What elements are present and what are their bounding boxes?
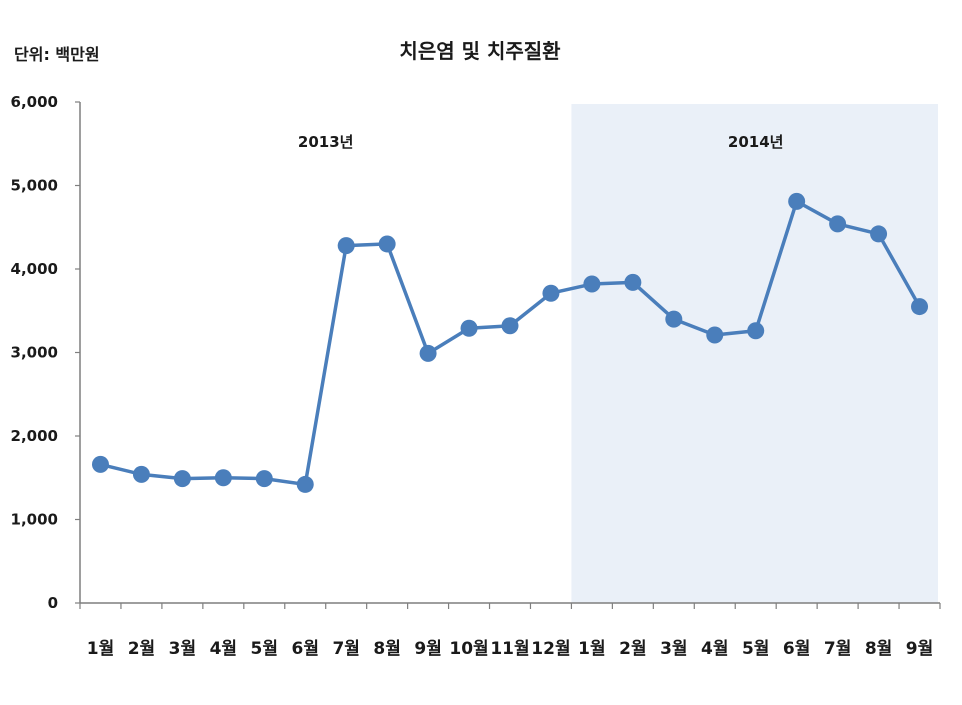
year-labels: 2013년 2014년 (298, 133, 784, 151)
x-tick-label: 2월 (128, 639, 155, 659)
y-tick-label: 3,000 (11, 344, 58, 362)
x-tick-labels: 1월 2월 3월 4월 5월 6월 7월 8월 9월 10월 11월 12월 1월 2월 3월 4월 5월 6월 7… (87, 639, 934, 659)
data-point (788, 192, 806, 210)
x-tick-label: 6월 (292, 639, 319, 659)
data-point (378, 235, 396, 253)
axes (75, 101, 941, 609)
x-tick-label: 1월 (578, 639, 605, 659)
data-point (665, 310, 683, 328)
unit-label: 단위: 백만원 (14, 45, 100, 64)
x-tick-label: 7월 (824, 639, 851, 659)
x-tick-label: 12월 (531, 639, 570, 659)
data-point (747, 322, 765, 340)
data-point (460, 319, 478, 337)
chart-title: 치은염 및 치주질환 (399, 39, 561, 63)
x-tick-label: 7월 (332, 639, 359, 659)
x-tick-label: 11월 (490, 639, 529, 659)
x-tick-label: 6월 (783, 639, 810, 659)
data-point (255, 470, 273, 488)
y-tick-label: 0 (48, 594, 58, 612)
data-point (870, 225, 888, 243)
data-point (296, 475, 314, 493)
x-tick-label: 4월 (701, 639, 728, 659)
data-point (132, 465, 150, 483)
y-tick-label: 2,000 (11, 427, 58, 445)
data-point (583, 275, 601, 293)
x-tick-label: 3월 (660, 639, 687, 659)
x-tick-label: 5월 (251, 639, 278, 659)
x-tick-label: 2월 (619, 639, 646, 659)
x-tick-label: 8월 (865, 639, 892, 659)
data-point (214, 469, 232, 487)
data-point (829, 215, 847, 233)
data-point (624, 273, 642, 291)
data-point (91, 455, 109, 473)
year-2014-shaded-region (571, 104, 938, 603)
x-tick-label: 9월 (414, 639, 441, 659)
x-tick-label: 10월 (449, 639, 488, 659)
x-tick-label: 4월 (210, 639, 237, 659)
data-point (706, 326, 724, 344)
data-point (542, 284, 560, 302)
y-tick-labels: 0 1,000 2,000 3,000 4,000 5,000 6,000 (11, 93, 58, 612)
y-tick-label: 6,000 (11, 93, 58, 111)
x-tick-label: 9월 (906, 639, 933, 659)
data-point (419, 344, 437, 362)
data-point (173, 470, 191, 488)
x-tick-label: 8월 (373, 639, 400, 659)
data-points (91, 192, 929, 493)
y-tick-label: 4,000 (11, 260, 58, 278)
y-tick-label: 1,000 (11, 511, 58, 529)
x-tick-label: 1월 (87, 639, 114, 659)
data-point (337, 237, 355, 255)
data-point (501, 317, 519, 335)
year-label: 2014년 (728, 133, 784, 151)
y-tick-label: 5,000 (11, 177, 58, 195)
x-tick-label: 5월 (742, 639, 769, 659)
data-point (911, 298, 929, 316)
x-tick-label: 3월 (169, 639, 196, 659)
year-label: 2013년 (298, 133, 354, 151)
